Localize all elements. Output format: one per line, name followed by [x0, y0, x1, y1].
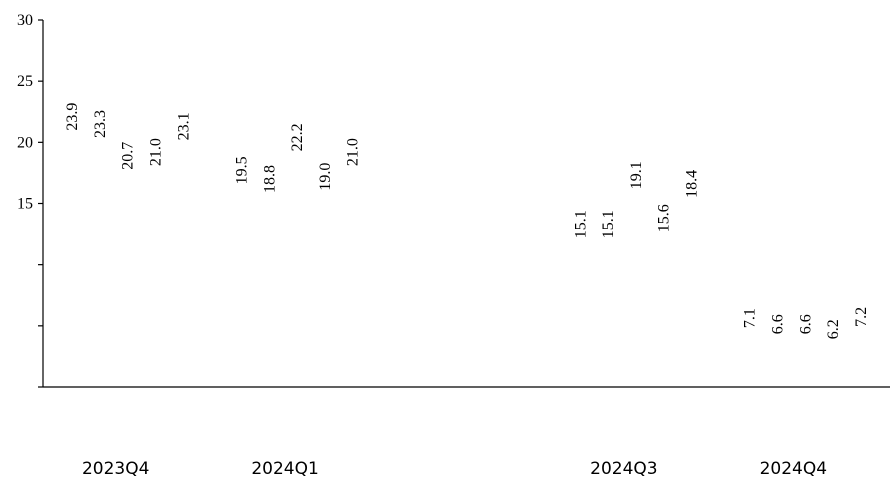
data-label: 23.1 — [175, 112, 192, 140]
data-label: 6.6 — [797, 314, 814, 334]
data-label: 6.2 — [825, 319, 842, 339]
data-label: 7.2 — [853, 307, 870, 327]
category-labels: 2023Q4 2024Q1 2024Q3 2024Q4 — [82, 459, 827, 479]
data-label: 23.9 — [64, 103, 81, 131]
x-tick-label: 2024Q3 — [590, 459, 657, 479]
data-label: 21.0 — [148, 138, 165, 166]
data-labels: 23.9 19.5 15.1 7.1 23.3 18.8 15.1 6.6 20.7 22.2 19… — [64, 103, 870, 340]
data-label: 19.1 — [628, 161, 645, 189]
x-tick-label: 2024Q4 — [760, 459, 827, 479]
data-label: 7.1 — [742, 308, 759, 328]
y-tick-label: 25 — [17, 73, 33, 90]
y-tick-label: 30 — [17, 12, 33, 29]
y-axis: 15 20 25 30 — [17, 12, 44, 388]
y-tick-label: 15 — [17, 196, 33, 213]
data-label: 15.1 — [600, 210, 617, 238]
data-label: 19.5 — [234, 156, 251, 184]
data-label: 20.7 — [120, 142, 137, 170]
data-label: 22.2 — [289, 123, 306, 151]
data-label: 6.6 — [770, 314, 787, 334]
data-label: 23.3 — [92, 110, 109, 138]
y-tick-label: 20 — [17, 134, 33, 151]
data-label: 18.4 — [684, 170, 701, 198]
data-label: 21.0 — [345, 138, 362, 166]
data-label: 19.0 — [317, 163, 334, 191]
data-label: 18.8 — [261, 165, 278, 193]
x-tick-label: 2024Q1 — [251, 459, 318, 479]
data-label: 15.6 — [656, 204, 673, 232]
data-label: 15.1 — [572, 210, 589, 238]
x-tick-label: 2023Q4 — [82, 459, 149, 479]
